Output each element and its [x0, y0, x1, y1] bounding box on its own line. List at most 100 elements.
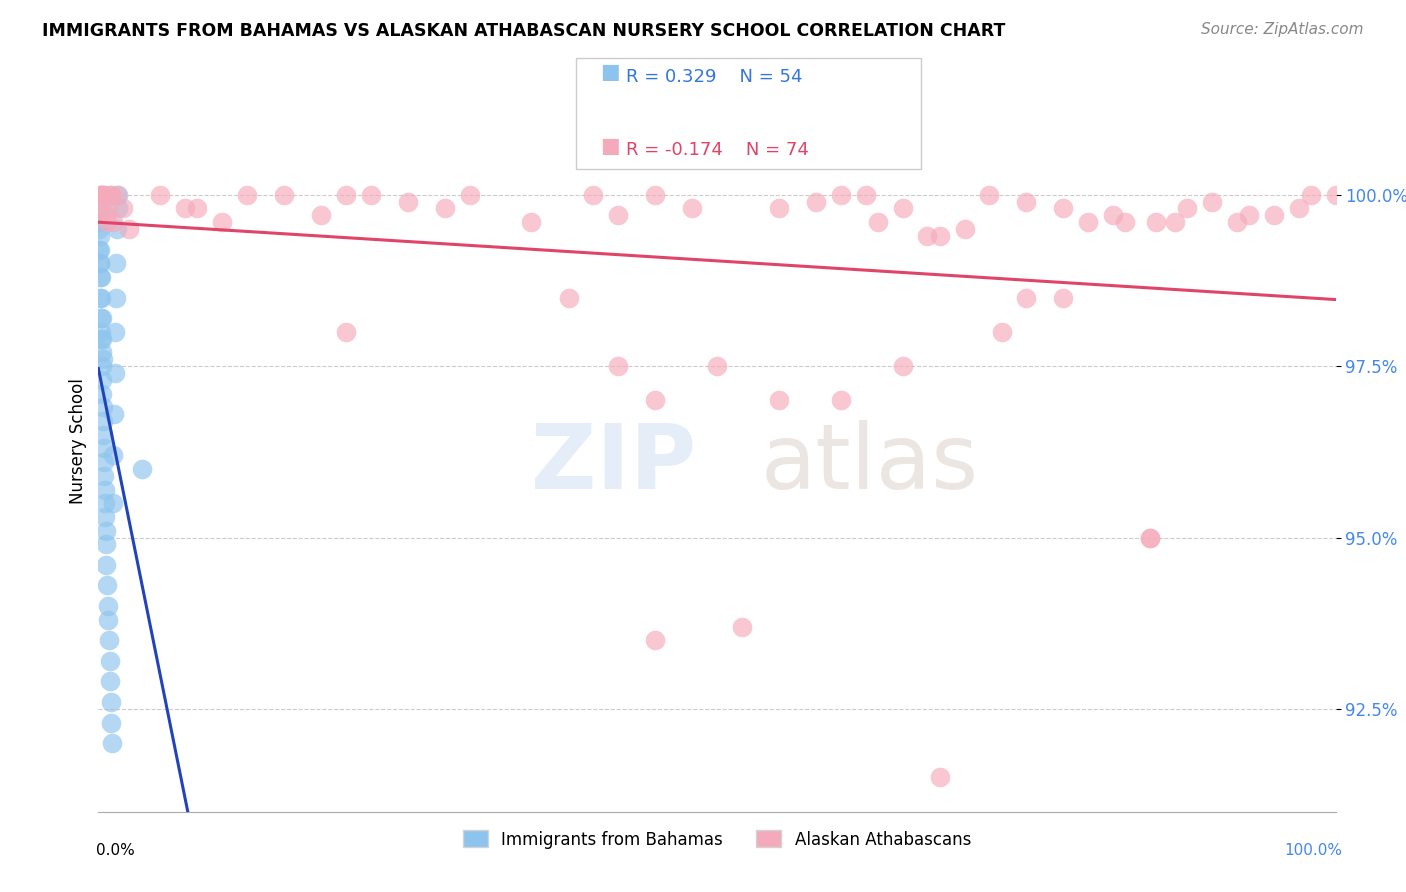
Point — [360, 187, 382, 202]
Text: 0.0%: 0.0% — [96, 843, 135, 858]
Point — [89, 215, 111, 229]
Legend: Immigrants from Bahamas, Alaskan Athabascans: Immigrants from Bahamas, Alaskan Athabas… — [457, 823, 977, 855]
Point — [93, 427, 115, 442]
Point — [89, 291, 111, 305]
Point — [1052, 202, 1074, 216]
Point — [105, 222, 128, 236]
Point — [149, 187, 172, 202]
Point — [100, 187, 122, 202]
Point — [866, 215, 889, 229]
Point — [89, 202, 111, 216]
Point — [90, 187, 112, 202]
Point — [644, 393, 666, 408]
Point — [1139, 531, 1161, 545]
Point — [97, 599, 120, 613]
Point — [90, 332, 112, 346]
Point — [131, 462, 153, 476]
Point — [91, 187, 114, 202]
Point — [768, 393, 790, 408]
Point — [309, 208, 332, 222]
Y-axis label: Nursery School: Nursery School — [69, 378, 87, 505]
Point — [94, 524, 117, 538]
Point — [87, 202, 110, 216]
Point — [1015, 194, 1038, 209]
Point — [174, 202, 197, 216]
Point — [104, 291, 127, 305]
Point — [93, 455, 115, 469]
Point — [90, 359, 112, 373]
Point — [100, 715, 122, 730]
Point — [1139, 531, 1161, 545]
Point — [1324, 187, 1347, 202]
Point — [557, 291, 579, 305]
Point — [105, 256, 128, 270]
Point — [273, 187, 295, 202]
Point — [89, 256, 111, 270]
Point — [768, 202, 790, 216]
Text: IMMIGRANTS FROM BAHAMAS VS ALASKAN ATHABASCAN NURSERY SCHOOL CORRELATION CHART: IMMIGRANTS FROM BAHAMAS VS ALASKAN ATHAB… — [42, 22, 1005, 40]
Point — [607, 208, 630, 222]
Point — [96, 558, 118, 572]
Point — [1263, 208, 1285, 222]
Point — [90, 291, 112, 305]
Point — [706, 359, 728, 373]
Point — [91, 414, 114, 428]
Point — [91, 386, 114, 401]
Point — [1175, 202, 1198, 216]
Point — [89, 270, 111, 285]
Point — [1077, 215, 1099, 229]
Point — [979, 187, 1001, 202]
Point — [830, 187, 852, 202]
Point — [101, 496, 124, 510]
Point — [89, 187, 111, 202]
Point — [90, 345, 112, 359]
Point — [830, 393, 852, 408]
Point — [90, 311, 112, 326]
Text: ■: ■ — [600, 136, 620, 155]
Point — [1164, 215, 1187, 229]
Point — [87, 222, 110, 236]
Point — [953, 222, 976, 236]
Point — [433, 202, 456, 216]
Point — [990, 325, 1012, 339]
Point — [97, 202, 120, 216]
Point — [731, 620, 754, 634]
Point — [93, 468, 115, 483]
Point — [107, 187, 129, 202]
Point — [1201, 194, 1223, 209]
Point — [101, 736, 124, 750]
Point — [211, 215, 233, 229]
Point — [335, 187, 357, 202]
Point — [97, 613, 120, 627]
Point — [91, 332, 114, 346]
Point — [928, 771, 950, 785]
Point — [104, 325, 127, 339]
Point — [1237, 208, 1260, 222]
Text: Source: ZipAtlas.com: Source: ZipAtlas.com — [1201, 22, 1364, 37]
Point — [90, 187, 112, 202]
Point — [103, 407, 125, 421]
Point — [582, 187, 605, 202]
Point — [644, 633, 666, 648]
Point — [112, 202, 135, 216]
Point — [90, 270, 112, 285]
Point — [1288, 202, 1310, 216]
Point — [186, 202, 208, 216]
Text: ■: ■ — [600, 62, 620, 82]
Point — [96, 578, 118, 592]
Point — [1114, 215, 1136, 229]
Point — [100, 695, 122, 709]
Point — [89, 243, 111, 257]
Point — [98, 654, 121, 668]
Point — [91, 187, 114, 202]
Point — [93, 442, 115, 456]
Point — [396, 194, 419, 209]
Point — [96, 215, 118, 229]
Point — [917, 228, 939, 243]
Point — [236, 187, 259, 202]
Point — [607, 359, 630, 373]
Text: R = -0.174    N = 74: R = -0.174 N = 74 — [626, 141, 808, 159]
Text: ZIP: ZIP — [531, 420, 696, 508]
Point — [1102, 208, 1125, 222]
Point — [91, 373, 114, 387]
